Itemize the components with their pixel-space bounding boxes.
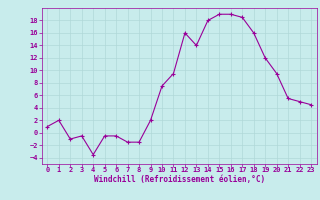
X-axis label: Windchill (Refroidissement éolien,°C): Windchill (Refroidissement éolien,°C) [94,175,265,184]
